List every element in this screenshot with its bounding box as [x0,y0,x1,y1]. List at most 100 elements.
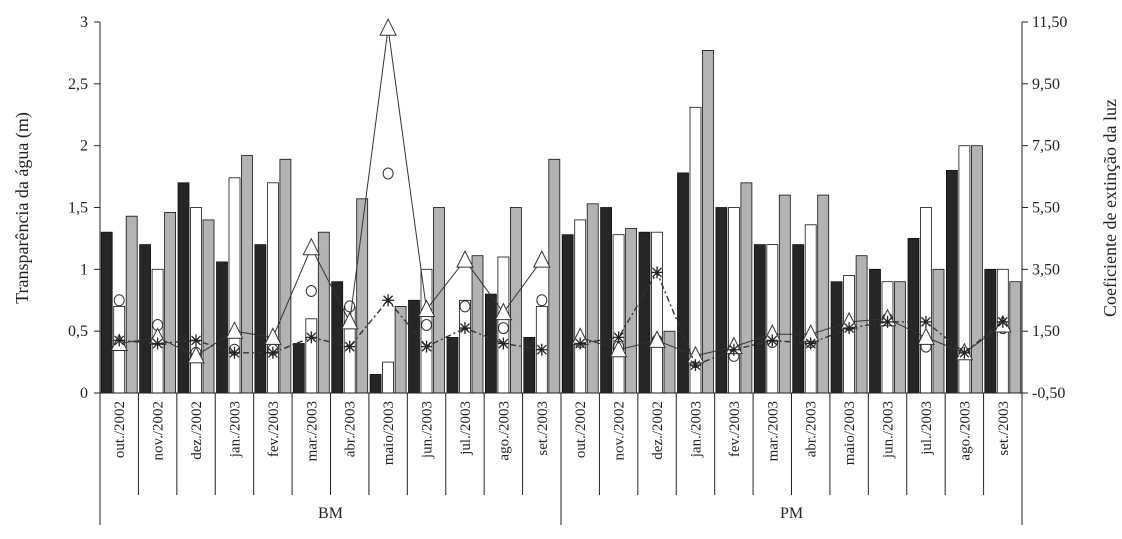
series-line-triangle [119,28,543,357]
bar [125,215,138,394]
axes: 0 0,5 1 1,5 2 2,5 3 -0,50 1,50 3,50 5,50 7,50 9,50 11… [68,14,1067,525]
point-triangle [187,345,205,364]
bar [139,244,152,394]
bar [1009,281,1022,394]
category-label: ago./2003 [957,401,973,461]
bar [266,182,279,394]
point-star [343,340,356,353]
bar [164,211,177,394]
point-triangle [379,18,397,36]
bar [971,145,983,394]
category-label: maio/2003 [381,401,397,465]
category-label: set./2003 [996,401,1012,456]
point-circle [459,300,471,313]
bar [484,293,497,394]
bar [523,336,536,394]
bar [561,234,574,394]
point-star [266,346,279,359]
bar [869,268,881,394]
point-circle [113,294,125,307]
bar [920,207,932,394]
category-label: set./2003 [535,401,551,456]
y2-axis-title: Coeficiente de extinção da luz [1100,99,1120,317]
bar [638,231,651,394]
category-label: jun./2003 [420,401,436,459]
point-circle [421,319,432,331]
bar [663,330,676,394]
point-star [958,346,971,359]
bar [600,207,612,394]
category-label: jan./2003 [689,401,705,458]
point-star [727,343,740,356]
point-star [919,315,932,328]
point-star [305,331,318,344]
category-label: abr./2003 [343,401,359,457]
category-label: jul./2003 [458,401,474,456]
y2-tick-label: 1,50 [1032,323,1060,340]
point-circle [305,285,317,297]
point-circle [497,322,509,335]
bar [408,299,420,394]
point-star [420,340,433,353]
bar [446,336,459,394]
point-star [651,266,664,279]
bar [932,268,945,394]
lines [110,18,1012,372]
point-circle [382,167,394,180]
bar [792,244,805,394]
category-label: jun./2003 [881,401,897,459]
point-star [804,337,817,350]
bar [100,231,113,394]
bar [651,231,663,394]
bar [855,255,868,394]
bar [548,158,561,394]
y2-tick-label: 7,50 [1032,138,1060,155]
category-label: nov./2002 [612,401,628,460]
point-star [458,322,471,335]
bar [228,177,241,394]
point-star [689,359,702,372]
bar [702,50,714,394]
series-line-triangle [580,318,1004,357]
bar [177,182,190,394]
y2-tick-label: 11,50 [1032,14,1067,31]
bar [766,244,779,394]
point-star [843,322,856,335]
point-star [996,315,1009,328]
point-triangle [494,302,513,321]
bar [317,231,330,394]
bar [471,255,484,394]
bar [804,224,817,394]
point-star [766,334,779,347]
bar [382,361,395,394]
y2-tick-label: 9,50 [1032,76,1060,93]
category-label: dez./2002 [650,401,666,460]
point-star [497,337,510,350]
bar [279,158,292,394]
y2-tick-label: 3,50 [1032,261,1060,278]
point-star [612,331,625,344]
series-line-star [580,270,1004,367]
bar [459,299,471,394]
point-star [113,334,126,347]
category-label: mar./2003 [765,401,781,461]
bar [907,237,920,394]
point-triangle [609,339,628,358]
category-label: nov./2002 [151,401,167,460]
y-tick-label: 2,5 [68,76,88,93]
bar [574,219,587,394]
bar [433,207,445,394]
bar [677,172,689,394]
bar [612,234,625,394]
bar [369,373,382,394]
point-star [535,343,548,356]
bar [586,203,599,394]
series-line-star [119,299,542,354]
y-tick-label: 2 [80,138,88,155]
category-label: mar./2003 [304,401,320,461]
point-triangle [264,327,282,345]
category-label: abr./2003 [804,401,820,457]
y-tick-label: 1,5 [68,200,88,217]
point-star [574,337,587,350]
